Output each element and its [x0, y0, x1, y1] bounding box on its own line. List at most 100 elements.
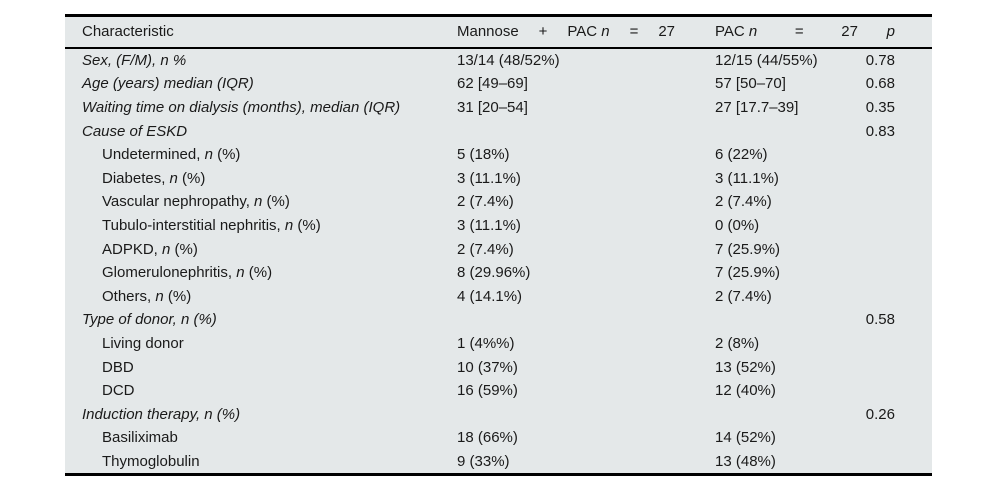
- cell-pac-value: 2 (8%): [715, 334, 760, 352]
- header-token: PAC n: [567, 23, 609, 40]
- cell-characteristic: Age (years) median (IQR): [65, 75, 457, 92]
- text-segment: n: [162, 240, 171, 258]
- cell-mannose-pac-value: 2 (7.4%): [457, 240, 514, 258]
- table-row: Basiliximab 18 (66%) 14 (52%): [65, 426, 932, 450]
- cell-characteristic: Basiliximab: [65, 429, 457, 446]
- text-segment: PAC: [567, 23, 602, 40]
- text-segment: Undetermined,: [102, 146, 205, 164]
- table-row: Age (years) median (IQR) 62 [49–69] 57 [50…: [65, 72, 932, 96]
- cell-mannose-pac-value: 13/14 (48/52%): [457, 51, 560, 69]
- cell-mannose-pac-value: 1 (4%%): [457, 334, 515, 352]
- text-segment: Living donor: [102, 334, 184, 352]
- table-row: Cause of ESKD 0.83: [65, 119, 932, 143]
- header-token: PAC n: [715, 23, 757, 40]
- text-segment: (%): [163, 287, 192, 305]
- table-row: Waiting time on dialysis (months), media…: [65, 96, 932, 120]
- header-token: +: [539, 23, 548, 40]
- table-row: Thymoglobulin 9 (33%) 13 (48%): [65, 450, 932, 474]
- text-segment: (%): [170, 240, 198, 258]
- cell-characteristic: Waiting time on dialysis (months), media…: [65, 99, 457, 116]
- cell-mannose-pac-value: 31 [20–54]: [457, 98, 528, 116]
- header-token: 27: [841, 23, 858, 40]
- text-segment: (%): [262, 193, 290, 211]
- text-segment: Type of donor, n (%): [82, 311, 217, 329]
- cell-characteristic: Cause of ESKD: [65, 123, 457, 140]
- cell-pac-value: 6 (22%): [715, 146, 768, 164]
- text-segment: DCD: [102, 382, 135, 400]
- table-row: DBD 10 (37%) 13 (52%): [65, 355, 932, 379]
- text-segment: n: [169, 169, 178, 187]
- table-body: Sex, (F/M), n % 13/14 (48/52%) 12/15 (44/5…: [65, 49, 932, 474]
- text-segment: Basiliximab: [102, 429, 178, 447]
- table-row: Undetermined, n (%) 5 (18%) 6 (22%): [65, 143, 932, 167]
- text-segment: 27: [841, 23, 858, 40]
- text-segment: (%): [293, 216, 321, 234]
- table-bottom-rule: [65, 473, 932, 476]
- table-row: Sex, (F/M), n % 13/14 (48/52%) 12/15 (44/5…: [65, 49, 932, 73]
- text-segment: ADPKD,: [102, 240, 163, 258]
- cell-characteristic: Diabetes, n (%): [65, 170, 457, 187]
- text-segment: (%): [177, 169, 206, 187]
- cell-pac-value: 0 (0%): [715, 216, 760, 234]
- cell-pac-value: 7 (25.9%): [715, 240, 781, 258]
- table-row: Type of donor, n (%) 0.58: [65, 308, 932, 332]
- text-segment: n: [204, 146, 213, 164]
- cell-mannose-pac-value: 3 (11.1%): [457, 216, 521, 234]
- cell-characteristic: Tubulo-interstitial nephritis, n (%): [65, 217, 457, 234]
- cell-mannose-pac-value: 62 [49–69]: [457, 75, 528, 93]
- text-segment: Glomerulonephritis,: [102, 264, 237, 282]
- column-header-pac: PAC n = 27: [715, 23, 860, 40]
- table-top-rule: [65, 14, 932, 17]
- cell-pac-value: 7 (25.9%): [715, 264, 781, 282]
- cell-characteristic: Others, n (%): [65, 288, 457, 305]
- cell-characteristic: Type of donor, n (%): [65, 311, 457, 328]
- pac-header-tokens: PAC n = 27: [715, 23, 858, 40]
- cell-mannose-pac-value: 2 (7.4%): [457, 193, 514, 211]
- table-row: ADPKD, n (%) 2 (7.4%) 7 (25.9%): [65, 237, 932, 261]
- cell-p-value: 0.26: [865, 405, 895, 423]
- mannose-pac-header-tokens: Mannose + PAC n = 27: [457, 23, 675, 40]
- text-segment: n: [748, 23, 758, 40]
- text-segment: +: [538, 23, 548, 40]
- text-segment: n: [284, 216, 294, 234]
- cell-pac-value: 14 (52%): [715, 429, 776, 447]
- text-segment: n: [254, 193, 263, 211]
- cell-characteristic: ADPKD, n (%): [65, 241, 457, 258]
- cell-characteristic: Glomerulonephritis, n (%): [65, 264, 457, 281]
- cell-mannose-pac-value: 4 (14.1%): [457, 287, 523, 305]
- cell-pac-value: 57 [50–70]: [715, 75, 786, 93]
- header-token: =: [795, 23, 804, 40]
- cell-mannose-pac-value: 8 (29.96%): [457, 264, 531, 282]
- header-token: 27: [658, 23, 675, 40]
- text-segment: Age (years) median (IQR): [82, 75, 254, 93]
- table-header-rule: [65, 46, 932, 49]
- baseline-characteristics-table: Characteristic Mannose + PAC n = 27 PAC n = 27…: [65, 14, 932, 476]
- text-segment: Vascular nephropathy,: [102, 193, 255, 211]
- cell-pac-value: 2 (7.4%): [715, 287, 772, 305]
- table-row: Vascular nephropathy, n (%) 2 (7.4%) 2 (7.…: [65, 190, 932, 214]
- cell-p-value: 0.35: [865, 98, 895, 116]
- cell-pac-value: 12/15 (44/55%): [715, 51, 818, 69]
- cell-pac-value: 13 (52%): [715, 358, 776, 376]
- table-row: Glomerulonephritis, n (%) 8 (29.96%) 7 (25…: [65, 261, 932, 285]
- cell-characteristic: Induction therapy, n (%): [65, 406, 457, 423]
- cell-pac-value: 12 (40%): [715, 382, 776, 400]
- cell-characteristic: Sex, (F/M), n %: [65, 52, 457, 69]
- cell-p-value: 0.83: [865, 122, 895, 140]
- table-row: Others, n (%) 4 (14.1%) 2 (7.4%): [65, 284, 932, 308]
- header-token: Mannose: [457, 23, 519, 40]
- cell-characteristic: Living donor: [65, 335, 457, 352]
- column-header-mannose-pac: Mannose + PAC n = 27: [457, 23, 715, 40]
- header-token: =: [630, 23, 639, 40]
- table-row: Living donor 1 (4%%) 2 (8%): [65, 332, 932, 356]
- cell-mannose-pac-value: 16 (59%): [457, 382, 518, 400]
- cell-characteristic: DBD: [65, 359, 457, 376]
- text-segment: Tubulo-interstitial nephritis,: [102, 216, 285, 234]
- cell-characteristic: DCD: [65, 382, 457, 399]
- cell-p-value: 0.78: [865, 51, 895, 69]
- text-segment: Cause of ESKD: [82, 122, 188, 140]
- table-row: DCD 16 (59%) 12 (40%): [65, 379, 932, 403]
- cell-pac-value: 3 (11.1%): [715, 169, 779, 187]
- text-segment: Diabetes,: [102, 169, 170, 187]
